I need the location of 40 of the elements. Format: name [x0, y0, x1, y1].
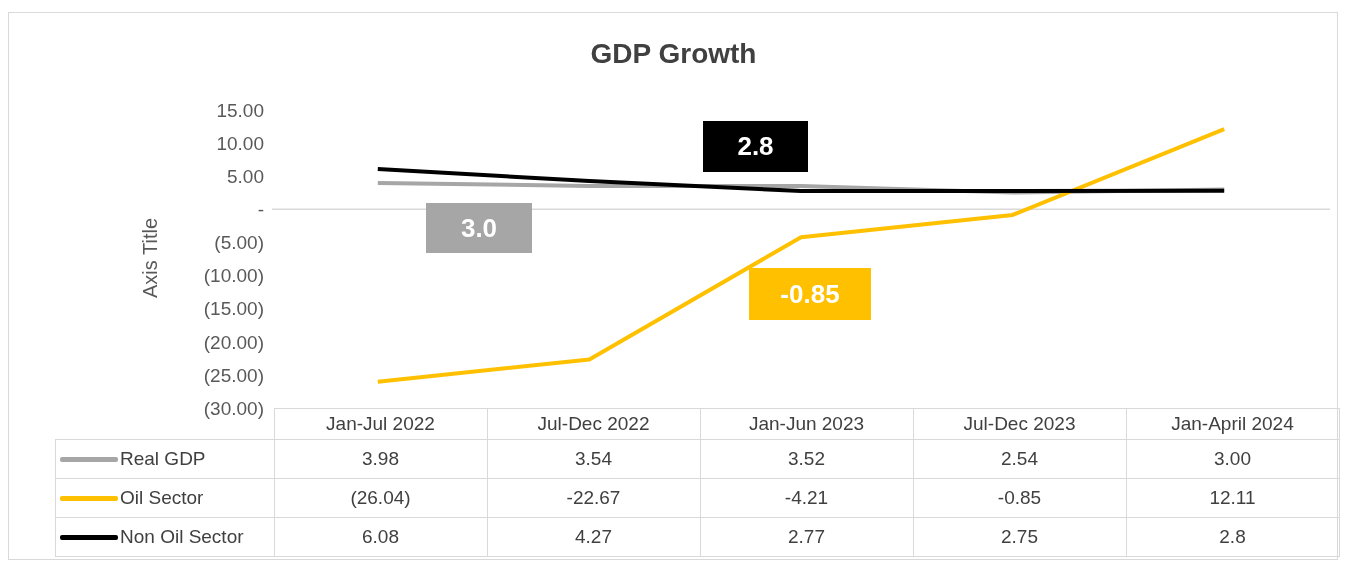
y-tick-label: (20.00) [203, 331, 264, 353]
legend-label: Non Oil Sector [55, 517, 274, 557]
x-tick-label: Jul-Dec 2022 [487, 408, 700, 440]
data-label: -4.21 [700, 478, 913, 518]
data-label: 12.11 [1126, 478, 1339, 518]
x-tick-label: Jul-Dec 2023 [913, 408, 1126, 440]
chart-title: GDP Growth [589, 38, 758, 70]
data-label: 2.54 [913, 439, 1126, 479]
annotation: 2.8 [703, 121, 808, 172]
data-label: -0.85 [913, 478, 1126, 518]
legend-label: Real GDP [55, 439, 274, 479]
legend-label: Oil Sector [55, 478, 274, 518]
x-tick-label: Jan-Jun 2023 [700, 408, 913, 440]
x-tick-label: Jan-Jul 2022 [274, 408, 487, 440]
y-axis-title: Axis Title [138, 217, 162, 299]
data-label: 2.75 [913, 517, 1126, 557]
data-label: 3.00 [1126, 439, 1339, 479]
annotation: 3.0 [426, 203, 532, 253]
data-label: 3.52 [700, 439, 913, 479]
y-tick-label: 10.00 [216, 132, 264, 154]
data-label: -22.67 [487, 478, 700, 518]
y-tick-label: (30.00) [203, 397, 264, 419]
data-label: 2.8 [1126, 517, 1339, 557]
y-tick-label: (15.00) [203, 298, 264, 320]
y-tick-label: (5.00) [214, 232, 264, 254]
y-tick-label: (25.00) [203, 364, 264, 386]
data-label: 2.77 [700, 517, 913, 557]
y-tick-label: (10.00) [203, 265, 264, 287]
data-label: 3.54 [487, 439, 700, 479]
y-tick-label: 5.00 [227, 165, 264, 187]
data-label: 6.08 [274, 517, 487, 557]
data-label: 4.27 [487, 517, 700, 557]
line-series [375, 127, 1227, 384]
data-label: (26.04) [274, 478, 487, 518]
line-series [375, 167, 1227, 194]
x-tick-label: Jan-April 2024 [1126, 408, 1339, 440]
annotation: -0.85 [749, 268, 871, 320]
y-tick-label: - [257, 199, 264, 221]
y-tick-label: 15.00 [216, 99, 264, 121]
data-label: 3.98 [274, 439, 487, 479]
